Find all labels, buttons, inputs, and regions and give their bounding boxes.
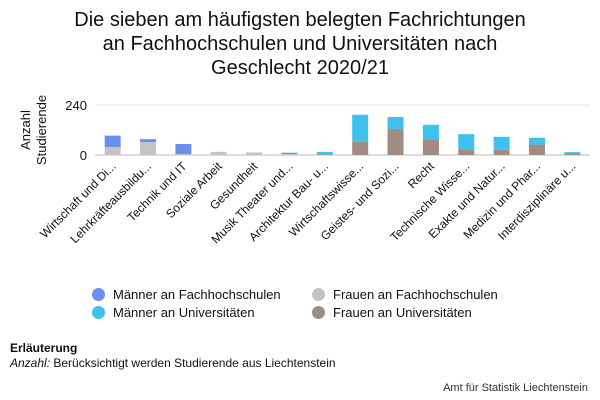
bar-segment <box>104 147 121 155</box>
y-tick-label: 240 <box>65 98 87 113</box>
bar-segment <box>281 152 298 155</box>
bar-segment <box>246 152 263 155</box>
y-tick-label: 0 <box>80 148 87 163</box>
legend-swatch <box>312 306 325 319</box>
chart-title: Die sieben am häufigsten belegten Fachri… <box>0 8 600 80</box>
legend-label: Männer an Fachhochschulen <box>113 287 281 302</box>
chart-title-line-2: an Fachhochschulen und Universitäten nac… <box>102 33 498 55</box>
legend-label: Männer an Universitäten <box>113 305 255 320</box>
legend-item-frauen-fh[interactable]: Frauen an Fachhochschulen <box>312 287 498 302</box>
bar-segment <box>458 149 475 155</box>
y-axis-label: Anzahl <box>18 110 33 150</box>
bar-segment <box>104 135 121 148</box>
y-axis-label: Studierende <box>34 95 49 165</box>
bar-segment <box>458 134 475 150</box>
bar-segment <box>352 114 369 142</box>
bar-segment <box>493 149 510 155</box>
note-text: Berücksichtigt werden Studierende aus Li… <box>53 356 336 370</box>
bar-segment <box>493 136 510 150</box>
legend-swatch <box>312 288 325 301</box>
note-key: Anzahl: <box>10 356 51 370</box>
bar-segment <box>528 137 545 145</box>
legend-label: Frauen an Universitäten <box>333 305 472 320</box>
bar-segment <box>564 152 581 154</box>
bar-segment <box>387 117 404 129</box>
chart-title-line-3: Geschlecht 2020/21 <box>211 57 389 79</box>
bar-segment <box>352 141 369 155</box>
note: Erläuterung Anzahl: Berücksichtigt werde… <box>10 341 336 371</box>
note-heading: Erläuterung <box>10 341 78 355</box>
bar-segment <box>528 144 545 155</box>
bar-segment <box>175 143 192 154</box>
bar-segment <box>281 154 298 155</box>
legend-label: Frauen an Fachhochschulen <box>333 287 498 302</box>
legend-item-frauen-uni[interactable]: Frauen an Universitäten <box>312 305 472 320</box>
bar-segment <box>564 153 581 155</box>
bar-segment <box>316 151 333 155</box>
bar-segment <box>210 151 227 155</box>
bar-segment <box>140 142 157 155</box>
chart-title-line-1: Die sieben am häufigsten belegten Fachri… <box>74 9 526 31</box>
bar-segment <box>422 140 439 155</box>
legend-swatch <box>92 306 105 319</box>
bar-segment <box>422 124 439 140</box>
bar-segment <box>175 153 192 155</box>
bar-segment <box>316 154 333 155</box>
bar-segment <box>387 128 404 155</box>
legend-item-maenner-fh[interactable]: Männer an Fachhochschulen <box>92 287 281 302</box>
bar-segment <box>140 139 157 143</box>
source-credit: Amt für Statistik Liechtenstein <box>443 382 588 394</box>
legend-item-maenner-uni[interactable]: Männer an Universitäten <box>92 305 255 320</box>
x-tick-label: Recht <box>405 159 438 192</box>
legend-swatch <box>92 288 105 301</box>
note-body: Anzahl: Berücksichtigt werden Studierend… <box>10 356 336 371</box>
